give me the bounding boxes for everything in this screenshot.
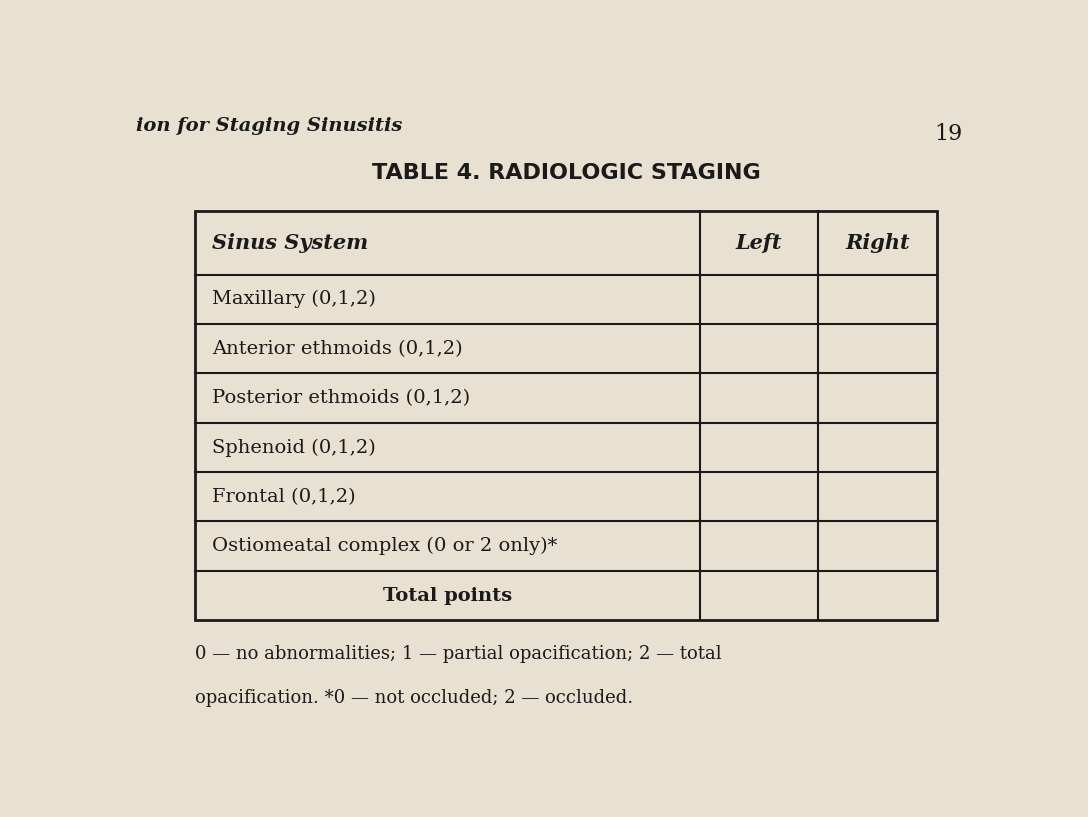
Text: ion for Staging Sinusitis: ion for Staging Sinusitis — [136, 117, 403, 135]
Text: Sphenoid (0,1,2): Sphenoid (0,1,2) — [212, 438, 375, 457]
Text: Maxillary (0,1,2): Maxillary (0,1,2) — [212, 290, 375, 309]
Text: TABLE 4. RADIOLOGIC STAGING: TABLE 4. RADIOLOGIC STAGING — [372, 163, 761, 183]
Text: opacification. *0 — not occluded; 2 — occluded.: opacification. *0 — not occluded; 2 — oc… — [195, 690, 633, 708]
Text: Left: Left — [735, 233, 782, 253]
Text: Ostiomeatal complex (0 or 2 only)*: Ostiomeatal complex (0 or 2 only)* — [212, 537, 557, 556]
Text: Posterior ethmoids (0,1,2): Posterior ethmoids (0,1,2) — [212, 389, 470, 407]
Text: Frontal (0,1,2): Frontal (0,1,2) — [212, 488, 356, 506]
Text: 0 — no abnormalities; 1 — partial opacification; 2 — total: 0 — no abnormalities; 1 — partial opacif… — [195, 645, 721, 663]
Text: 19: 19 — [935, 123, 962, 145]
Text: Total points: Total points — [383, 587, 511, 605]
Bar — [195, 212, 937, 620]
Text: Right: Right — [845, 233, 910, 253]
Text: Sinus System: Sinus System — [212, 233, 368, 253]
Text: Anterior ethmoids (0,1,2): Anterior ethmoids (0,1,2) — [212, 340, 462, 358]
